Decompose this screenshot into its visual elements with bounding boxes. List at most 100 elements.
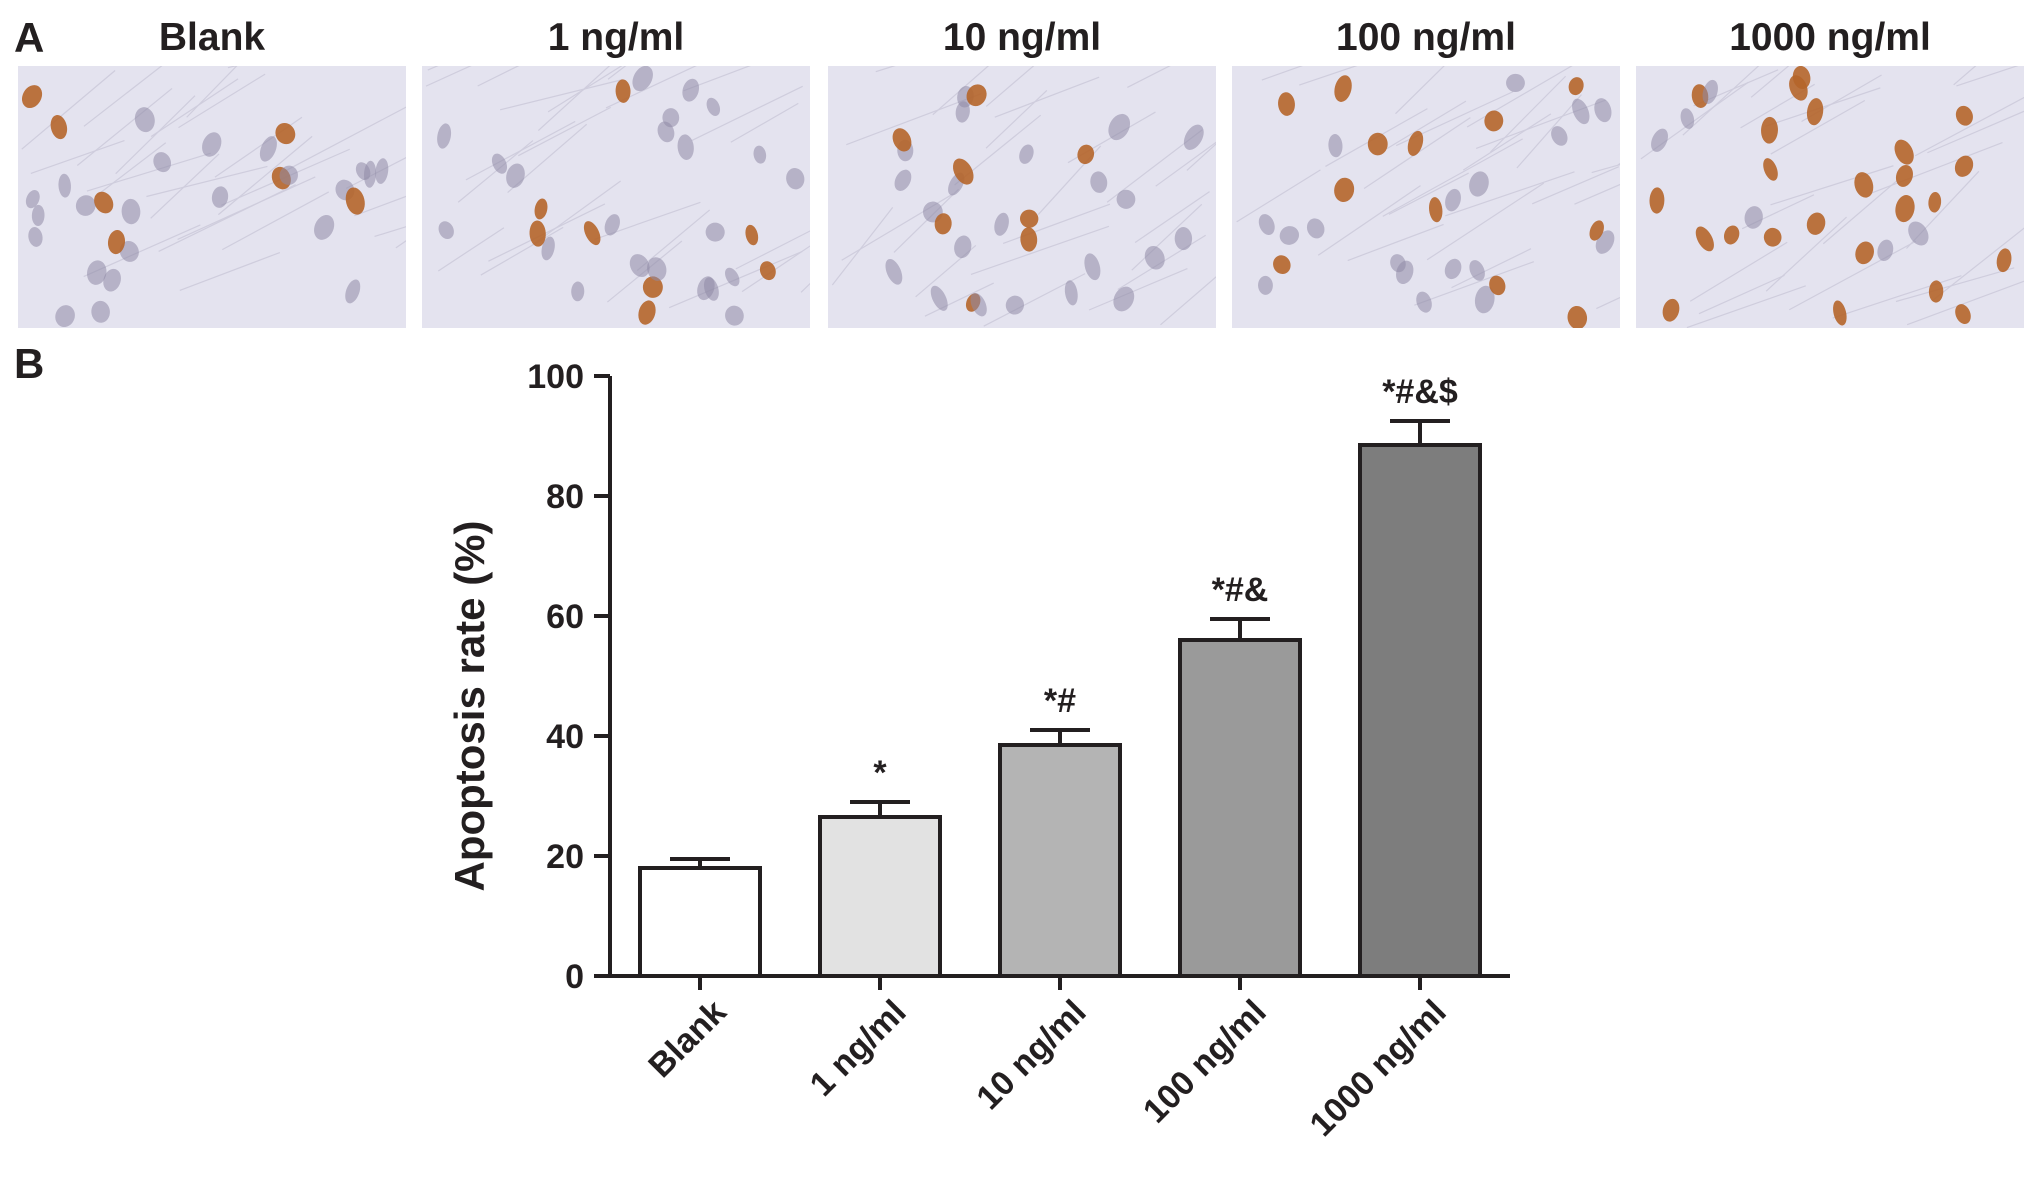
apoptotic-nucleus <box>1429 197 1443 223</box>
normal-nucleus <box>75 195 96 216</box>
normal-nucleus <box>1506 73 1525 93</box>
apoptotic-nucleus <box>1763 227 1782 247</box>
normal-nucleus <box>604 214 620 236</box>
normal-nucleus <box>153 152 172 173</box>
normal-nucleus <box>1019 144 1034 164</box>
normal-nucleus <box>1108 113 1131 141</box>
normal-nucleus <box>1144 245 1165 270</box>
micrograph-drawing <box>1232 66 1620 328</box>
apoptotic-nucleus <box>529 220 546 247</box>
normal-nucleus <box>885 258 903 285</box>
normal-nucleus <box>657 121 675 143</box>
apoptotic-nucleus <box>1761 116 1778 144</box>
normal-nucleus <box>31 204 45 227</box>
normal-nucleus <box>1651 128 1668 152</box>
apoptotic-nucleus <box>345 187 365 215</box>
normal-nucleus <box>706 97 721 116</box>
normal-nucleus <box>955 101 970 123</box>
apoptotic-nucleus <box>1806 98 1824 126</box>
normal-nucleus <box>682 78 700 102</box>
normal-nucleus <box>202 132 222 157</box>
y-tick-label: 60 <box>546 598 584 636</box>
normal-nucleus <box>363 160 377 188</box>
y-tick-label: 100 <box>527 358 584 396</box>
apoptotic-nucleus <box>583 221 601 246</box>
normal-nucleus <box>28 227 43 247</box>
normal-nucleus <box>91 300 110 323</box>
apoptotic-nucleus <box>1833 300 1847 326</box>
apoptotic-nucleus <box>534 198 548 220</box>
normal-nucleus <box>134 107 155 133</box>
micrograph-drawing <box>422 66 810 328</box>
normal-nucleus <box>1445 188 1461 212</box>
micrograph-image-10ng <box>828 66 1216 328</box>
micrograph-panel-blank: Blank <box>18 0 406 340</box>
micrograph-drawing <box>828 66 1216 328</box>
normal-nucleus <box>647 257 667 281</box>
micrograph-drawing <box>1636 66 2024 328</box>
normal-nucleus <box>506 163 525 188</box>
cell-nuclei <box>1649 66 2012 326</box>
normal-nucleus <box>121 198 141 225</box>
normal-nucleus <box>345 279 361 304</box>
normal-nucleus <box>314 214 335 240</box>
normal-nucleus <box>705 222 725 242</box>
normal-nucleus <box>1474 285 1495 314</box>
micrograph-label-1ng: 1 ng/ml <box>547 16 685 59</box>
cell-nuclei <box>21 85 389 328</box>
apoptotic-nucleus <box>1567 305 1588 328</box>
micrograph-label-blank: Blank <box>158 16 266 59</box>
normal-nucleus <box>279 165 298 185</box>
normal-nucleus <box>1469 260 1485 281</box>
apoptotic-nucleus <box>1077 144 1095 165</box>
normal-nucleus <box>994 212 1009 236</box>
normal-nucleus <box>86 260 107 285</box>
apoptotic-nucleus <box>1695 226 1714 252</box>
normal-nucleus <box>753 145 767 164</box>
normal-nucleus <box>1702 79 1718 104</box>
apoptotic-nucleus <box>1334 75 1352 102</box>
x-tick-label: Blank <box>641 993 733 1085</box>
normal-nucleus <box>1306 218 1325 239</box>
micrograph-image-100ng <box>1232 66 1620 328</box>
y-tick-label: 0 <box>565 958 584 996</box>
normal-nucleus <box>725 305 744 326</box>
apoptotic-nucleus <box>1996 248 2012 273</box>
apoptotic-nucleus <box>1955 304 1971 325</box>
apoptotic-nucleus <box>638 300 656 325</box>
cell-nuclei <box>1258 73 1615 328</box>
x-tick-label: 1 ng/ml <box>803 993 914 1104</box>
apoptotic-nucleus <box>1589 220 1604 241</box>
normal-nucleus <box>1090 171 1108 193</box>
apoptotic-nucleus <box>892 128 912 152</box>
normal-nucleus <box>103 268 121 292</box>
bar <box>998 743 1122 978</box>
normal-nucleus <box>632 66 653 92</box>
panel-b-letter: B <box>14 340 45 387</box>
apoptotic-nucleus <box>1484 110 1504 132</box>
normal-nucleus <box>1183 124 1204 150</box>
x-tick-label: 1000 ng/ml <box>1303 993 1454 1144</box>
normal-nucleus <box>1084 253 1101 281</box>
normal-nucleus <box>1908 221 1929 246</box>
significance-label: *# <box>1044 682 1076 720</box>
apoptotic-nucleus <box>1019 209 1039 228</box>
normal-nucleus <box>1174 227 1193 251</box>
apoptotic-nucleus <box>1855 241 1874 265</box>
micrograph-drawing <box>18 66 406 328</box>
micrograph-image-1ng <box>422 66 810 328</box>
cell-nuclei <box>437 66 805 326</box>
y-tick-label: 80 <box>546 478 584 516</box>
apoptotic-nucleus <box>966 84 987 107</box>
apoptotic-nucleus <box>759 261 776 281</box>
micrograph-image-blank <box>18 66 406 328</box>
normal-nucleus <box>1328 133 1343 158</box>
normal-nucleus <box>1064 280 1078 306</box>
apoptotic-nucleus <box>1955 105 1973 126</box>
apoptotic-nucleus <box>94 191 114 214</box>
y-axis-label: Apoptosis rate (%) <box>446 520 493 891</box>
micrograph-label-1000ng: 1000 ng/ml <box>1729 16 1931 59</box>
normal-nucleus <box>1113 286 1135 312</box>
normal-nucleus <box>1680 108 1695 129</box>
